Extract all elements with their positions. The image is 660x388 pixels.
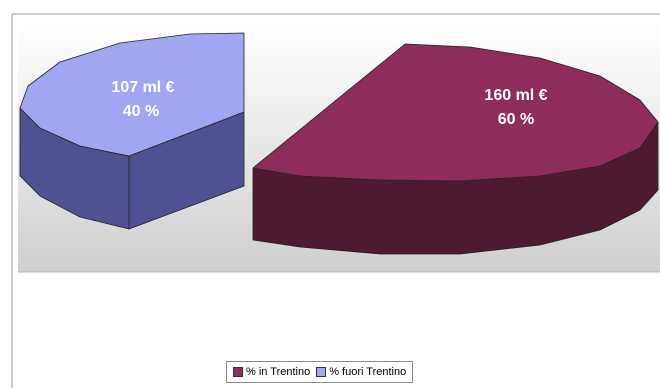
legend-label-in-trentino: % in Trentino [246, 366, 311, 378]
legend-swatch-fuori-trentino [316, 367, 327, 377]
legend-item-in-trentino: % in Trentino [233, 366, 310, 378]
slice-in-trentino-percent-label: 60 % [498, 111, 534, 128]
legend-label-fuori-trentino: % fuori Trentino [329, 366, 407, 378]
slice-fuori-trentino-top [19, 32, 245, 157]
legend: % in Trentino % fuori Trentino [226, 361, 414, 383]
legend-swatch-in-trentino [233, 367, 243, 377]
slice-in-trentino-top [252, 43, 659, 182]
slice-in-trentino-value-label: 160 ml € [484, 87, 547, 104]
slice-in-trentino: 160 ml € 60 % [252, 43, 659, 255]
slice-fuori-trentino-percent-label: 40 % [123, 103, 159, 120]
slice-fuori-trentino: 107 ml € 40 % [19, 32, 245, 230]
legend-item-fuori-trentino: % fuori Trentino [316, 366, 406, 378]
slice-fuori-trentino-value-label: 107 ml € [111, 79, 174, 96]
